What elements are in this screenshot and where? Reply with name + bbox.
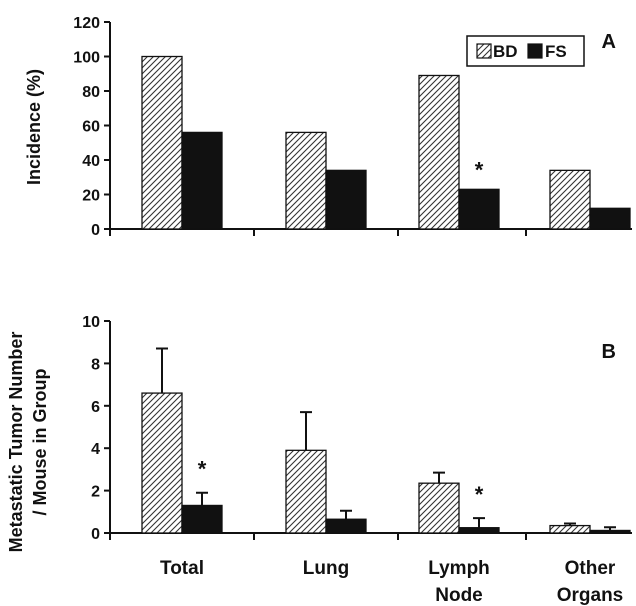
error-bar-fs-other-organs — [604, 526, 616, 531]
bar-bd-other-organs — [549, 524, 591, 534]
bar-bd-lymph-node — [418, 74, 460, 230]
error-bar-fs-lung — [340, 509, 352, 520]
y-tick-label: 40 — [82, 153, 100, 170]
legend-label-bd: BD — [493, 42, 518, 61]
x-category-label-lymph-node: Node — [435, 585, 483, 606]
bar-fs-lung — [325, 518, 367, 534]
panel-a-y-axis-title: Incidence (%) — [24, 69, 44, 185]
panel-b-y-axis-title-line-1: Metastatic Tumor Number — [6, 332, 26, 553]
significance-asterisk: * — [475, 482, 484, 507]
error-bar-bd-total — [156, 347, 168, 394]
y-tick-label: 10 — [82, 314, 100, 331]
panel-a-label: A — [602, 31, 616, 53]
x-category-label-total: Total — [160, 558, 204, 579]
panel-b-tumor-number-chart: Metastatic Tumor Number / Mouse in Group… — [6, 314, 632, 606]
y-tick-label: 120 — [73, 15, 100, 32]
y-tick-label: 4 — [91, 441, 100, 458]
error-bar-bd-lymph-node — [433, 471, 445, 484]
x-category-label-other-organs: Other — [565, 558, 616, 579]
x-category-label-other-organs: Organs — [557, 585, 624, 606]
bar-fs-other-organs — [589, 529, 631, 534]
bar-fs-total — [181, 504, 223, 534]
bar-fs-lymph-node — [458, 188, 500, 230]
y-tick-label: 8 — [91, 356, 100, 373]
error-bar-bd-other-organs — [564, 522, 576, 526]
y-tick-label: 20 — [82, 188, 100, 205]
bar-bd-lung — [285, 131, 327, 230]
y-tick-label: 6 — [91, 399, 100, 416]
bar-bd-total — [141, 55, 183, 230]
legend: BD FS — [466, 35, 585, 67]
error-bar-fs-lymph-node — [473, 517, 485, 528]
bar-fs-other-organs — [589, 207, 631, 230]
y-tick-label: 2 — [91, 484, 100, 501]
bar-bd-other-organs — [549, 169, 591, 230]
panel-a-incidence-chart: Incidence (%) A BD FS 0 20 40 60 80 100 120 * — [24, 15, 632, 239]
bar-fs-total — [181, 131, 223, 230]
bar-fs-lymph-node — [458, 527, 500, 534]
significance-asterisk: * — [475, 157, 484, 182]
legend-swatch-bd — [476, 43, 492, 59]
panel-b-y-axis-title-line-2: / Mouse in Group — [30, 368, 50, 515]
y-tick-label: 0 — [91, 526, 100, 543]
bar-bd-lymph-node — [418, 482, 460, 534]
y-tick-label: 60 — [82, 119, 100, 136]
x-category-label-lung: Lung — [303, 558, 349, 579]
x-category-label-lymph-node: Lymph — [428, 558, 490, 579]
y-tick-label: 100 — [73, 50, 100, 67]
error-bar-fs-total — [196, 491, 208, 506]
legend-label-fs: FS — [545, 42, 567, 61]
legend-swatch-fs — [527, 43, 543, 59]
error-bar-bd-lung — [300, 411, 312, 451]
bar-bd-lung — [285, 449, 327, 534]
panel-b-label: B — [602, 341, 616, 363]
y-tick-label: 80 — [82, 84, 100, 101]
bar-bd-total — [141, 392, 183, 534]
y-tick-label: 0 — [91, 222, 100, 239]
bar-fs-lung — [325, 169, 367, 230]
significance-asterisk: * — [198, 457, 207, 482]
